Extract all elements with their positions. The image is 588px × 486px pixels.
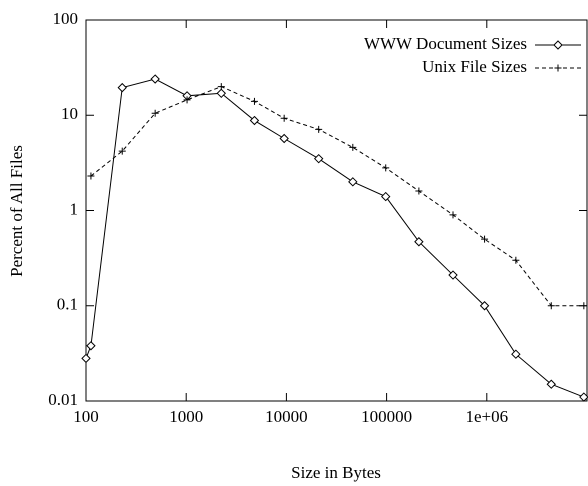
y-axis-label: Percent of All Files [7,145,26,277]
marker [348,177,358,187]
marker [382,164,390,172]
marker [216,88,227,99]
marker [415,187,423,195]
marker [279,133,289,144]
marker [512,256,520,264]
marker [580,302,588,310]
marker [150,74,160,84]
y-tick-label: 100 [53,9,79,28]
series-line [86,78,585,398]
marker [414,237,424,247]
x-tick-label: 100000 [361,407,412,426]
marker [511,349,521,359]
plot-frame [85,19,588,402]
marker [579,392,588,402]
marker [249,115,260,126]
marker [546,379,556,389]
y-tick-label: 1 [70,199,79,218]
series-line [90,86,584,307]
legend-marker [553,40,563,50]
marker [449,211,457,219]
marker [81,353,91,364]
y-tick-label: 0.01 [48,390,78,409]
legend-label: Unix File Sizes [422,57,527,76]
marker [183,96,191,104]
marker [547,302,555,310]
marker [349,143,357,151]
legend-label: WWW Document Sizes [364,34,527,53]
y-tick-label: 0.1 [57,295,78,314]
x-tick-label: 100 [73,407,99,426]
marker [118,147,126,155]
marker [280,114,288,122]
marker [87,172,95,180]
marker [381,191,391,202]
marker [481,235,489,243]
marker [250,97,258,105]
y-tick-label: 10 [61,104,78,123]
marker [86,341,96,351]
marker [117,82,127,93]
x-tick-label: 10000 [265,407,308,426]
marker [217,83,225,91]
legend-marker [554,64,562,72]
marker [313,153,324,164]
x-tick-label: 1000 [169,407,203,426]
marker [479,301,490,311]
marker [448,270,458,280]
marker [315,125,323,133]
x-axis-label: Size in Bytes [291,463,381,482]
marker [151,109,159,117]
x-tick-label: 1e+06 [465,407,508,426]
